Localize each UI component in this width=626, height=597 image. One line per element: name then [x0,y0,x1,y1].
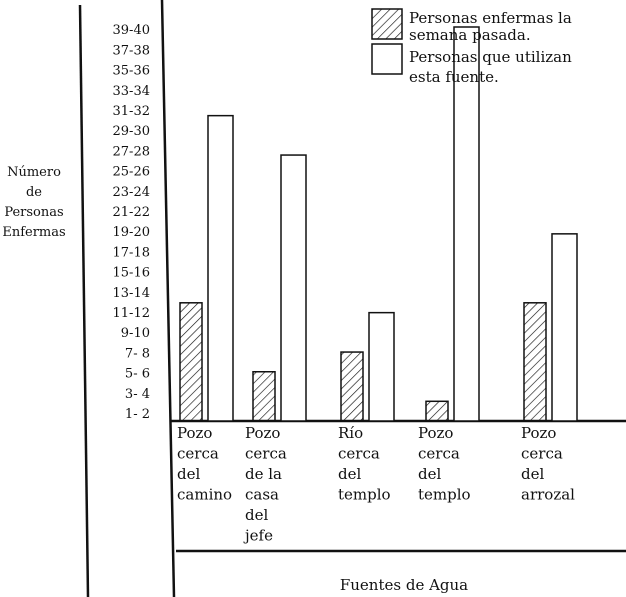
y-tick-label: 23-24 [113,185,150,200]
category-label: Pozo [418,424,453,442]
y-tick-label: 17-18 [113,245,150,260]
y-axis-label: Número de Personas Enfermas [2,165,65,240]
x-axis-label: Fuentes de Agua [340,576,468,594]
category-label: Pozo [245,424,280,442]
y-tick-label: 21-22 [113,205,150,220]
legend-swatch-empty [371,43,403,75]
bar-sick [179,302,203,422]
category-label: del [521,465,544,483]
bar-sick [340,351,364,422]
y-tick-label: 11-12 [113,306,150,321]
y-axis-label-line: Enfermas [2,225,65,240]
legend-label: Personas enfermas la [409,9,572,27]
y-tick-label: 29-30 [113,124,150,139]
legend-label: semana pasada. [409,26,531,44]
y-tick-label: 39-40 [113,23,150,38]
category-label: cerca [338,445,380,463]
y-tick-label: 1- 2 [125,407,150,422]
y-tick-label: 33-34 [113,84,150,99]
legend-label: Personas que utilizan [409,48,572,66]
y-tick-label: 3- 4 [125,387,150,402]
y-axis-label-line: Número [7,165,61,180]
category-label: Pozo [177,424,212,442]
legend-label: esta fuente. [409,68,499,86]
y-tick-label: 19-20 [113,225,150,240]
bar-users [207,114,234,422]
bars [179,26,578,422]
category-label: casa [245,486,279,504]
category-label: Río [338,424,363,442]
category-label: cerca [521,445,563,463]
category-label: cerca [177,445,219,463]
category-label: cerca [418,445,460,463]
category-label: templo [338,486,391,504]
y-axis-label-line: Personas [4,205,63,220]
y-tick-label: 15-16 [113,266,150,281]
category-label: arrozal [521,486,575,504]
y-tick-label: 31-32 [113,104,150,119]
legend-swatch-hatched [371,8,403,40]
y-tick-label: 37-38 [113,43,150,58]
category-label: jefe [243,527,273,545]
category-label: del [177,465,200,483]
y-tick-label: 25-26 [113,165,150,180]
category-label: templo [418,486,471,504]
bar-users [453,26,480,422]
category-label: del [418,465,441,483]
y-tick-label: 35-36 [113,64,150,79]
bar-users [551,233,578,422]
bar-users [368,311,395,422]
category-label: del [245,506,268,524]
y-tick-label: 27-28 [113,144,150,159]
category-labels: Pozo cerca del camino Pozo cerca de la casa del j… [177,424,575,545]
y-tick-label: 9-10 [121,326,150,341]
left-margin-line [78,4,90,597]
y-axis [160,0,176,597]
bar-users [280,154,307,422]
bar-sick [252,371,276,422]
bar-sick [425,400,449,422]
category-label: de la [245,465,282,483]
category-label: del [338,465,361,483]
y-axis-label-line: de [26,185,42,200]
bar-sick [523,302,547,422]
category-label: cerca [245,445,287,463]
y-tick-label: 7- 8 [125,346,150,361]
y-tick-labels: 1- 2 3- 4 5- 6 7- 8 9-10 11-12 13-14 15-16 17-18… [113,23,150,422]
category-label: camino [177,486,232,504]
y-tick-label: 13-14 [113,286,150,301]
y-tick-label: 5- 6 [125,367,150,382]
category-label: Pozo [521,424,556,442]
